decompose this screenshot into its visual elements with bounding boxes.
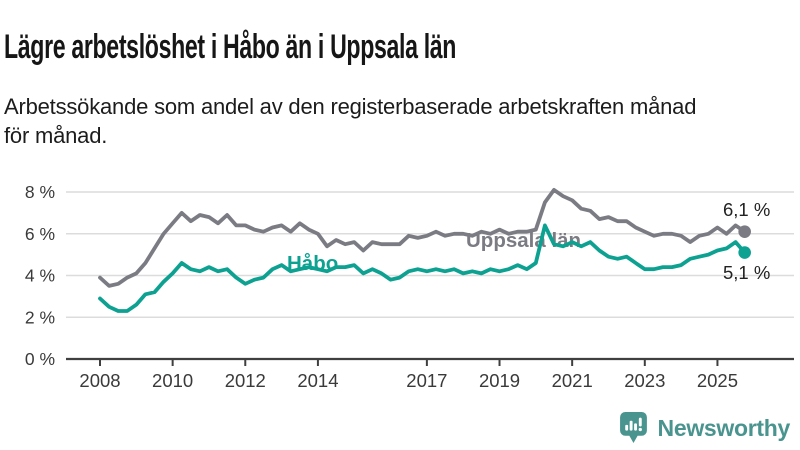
y-tick-label: 2 % xyxy=(25,307,55,327)
newsworthy-logo-text: Newsworthy xyxy=(657,414,791,441)
x-tick-label: 2025 xyxy=(697,370,738,391)
series-line-uppsala-lan xyxy=(98,188,747,288)
series-end-value-label: 5,1 % xyxy=(723,262,770,283)
series-end-dot-uppsala-lan xyxy=(738,225,751,238)
newsworthy-logo[interactable]: Newsworthy xyxy=(619,412,790,444)
chart-area: 0 % 2 % 4 % 6 % 8 % 2008 2010 2012 2014 2017 2019 2… xyxy=(0,150,800,410)
series-end-dot-habo xyxy=(738,246,751,259)
series-inline-label: Håbo xyxy=(287,252,338,275)
x-tick-label: 2014 xyxy=(297,370,338,391)
x-tick-label: 2021 xyxy=(552,370,593,391)
series-inline-label: Uppsala län xyxy=(466,229,581,252)
unemployment-line-chart: 0 % 2 % 4 % 6 % 8 % 2008 2010 2012 2014 2017 2019 2… xyxy=(25,182,794,391)
series-line-habo xyxy=(98,223,747,313)
x-tick-label: 2023 xyxy=(624,370,665,391)
x-tick-label: 2010 xyxy=(152,370,193,391)
y-tick-label: 0 % xyxy=(25,349,55,369)
x-tick-label: 2017 xyxy=(406,370,447,391)
series-end-value-label: 6,1 % xyxy=(723,199,770,220)
newsworthy-logo-icon xyxy=(619,412,647,443)
y-tick-label: 6 % xyxy=(25,224,55,244)
x-tick-label: 2019 xyxy=(479,370,520,391)
x-tick-label: 2012 xyxy=(225,370,266,391)
chart-subtitle: Arbetssökande som andel av den registerb… xyxy=(4,94,697,149)
chart-title: Lägre arbetslöshet i Håbo än i Uppsala l… xyxy=(4,27,457,66)
y-tick-label: 8 % xyxy=(25,182,55,202)
x-tick-label: 2008 xyxy=(79,370,120,391)
y-tick-label: 4 % xyxy=(25,266,55,286)
